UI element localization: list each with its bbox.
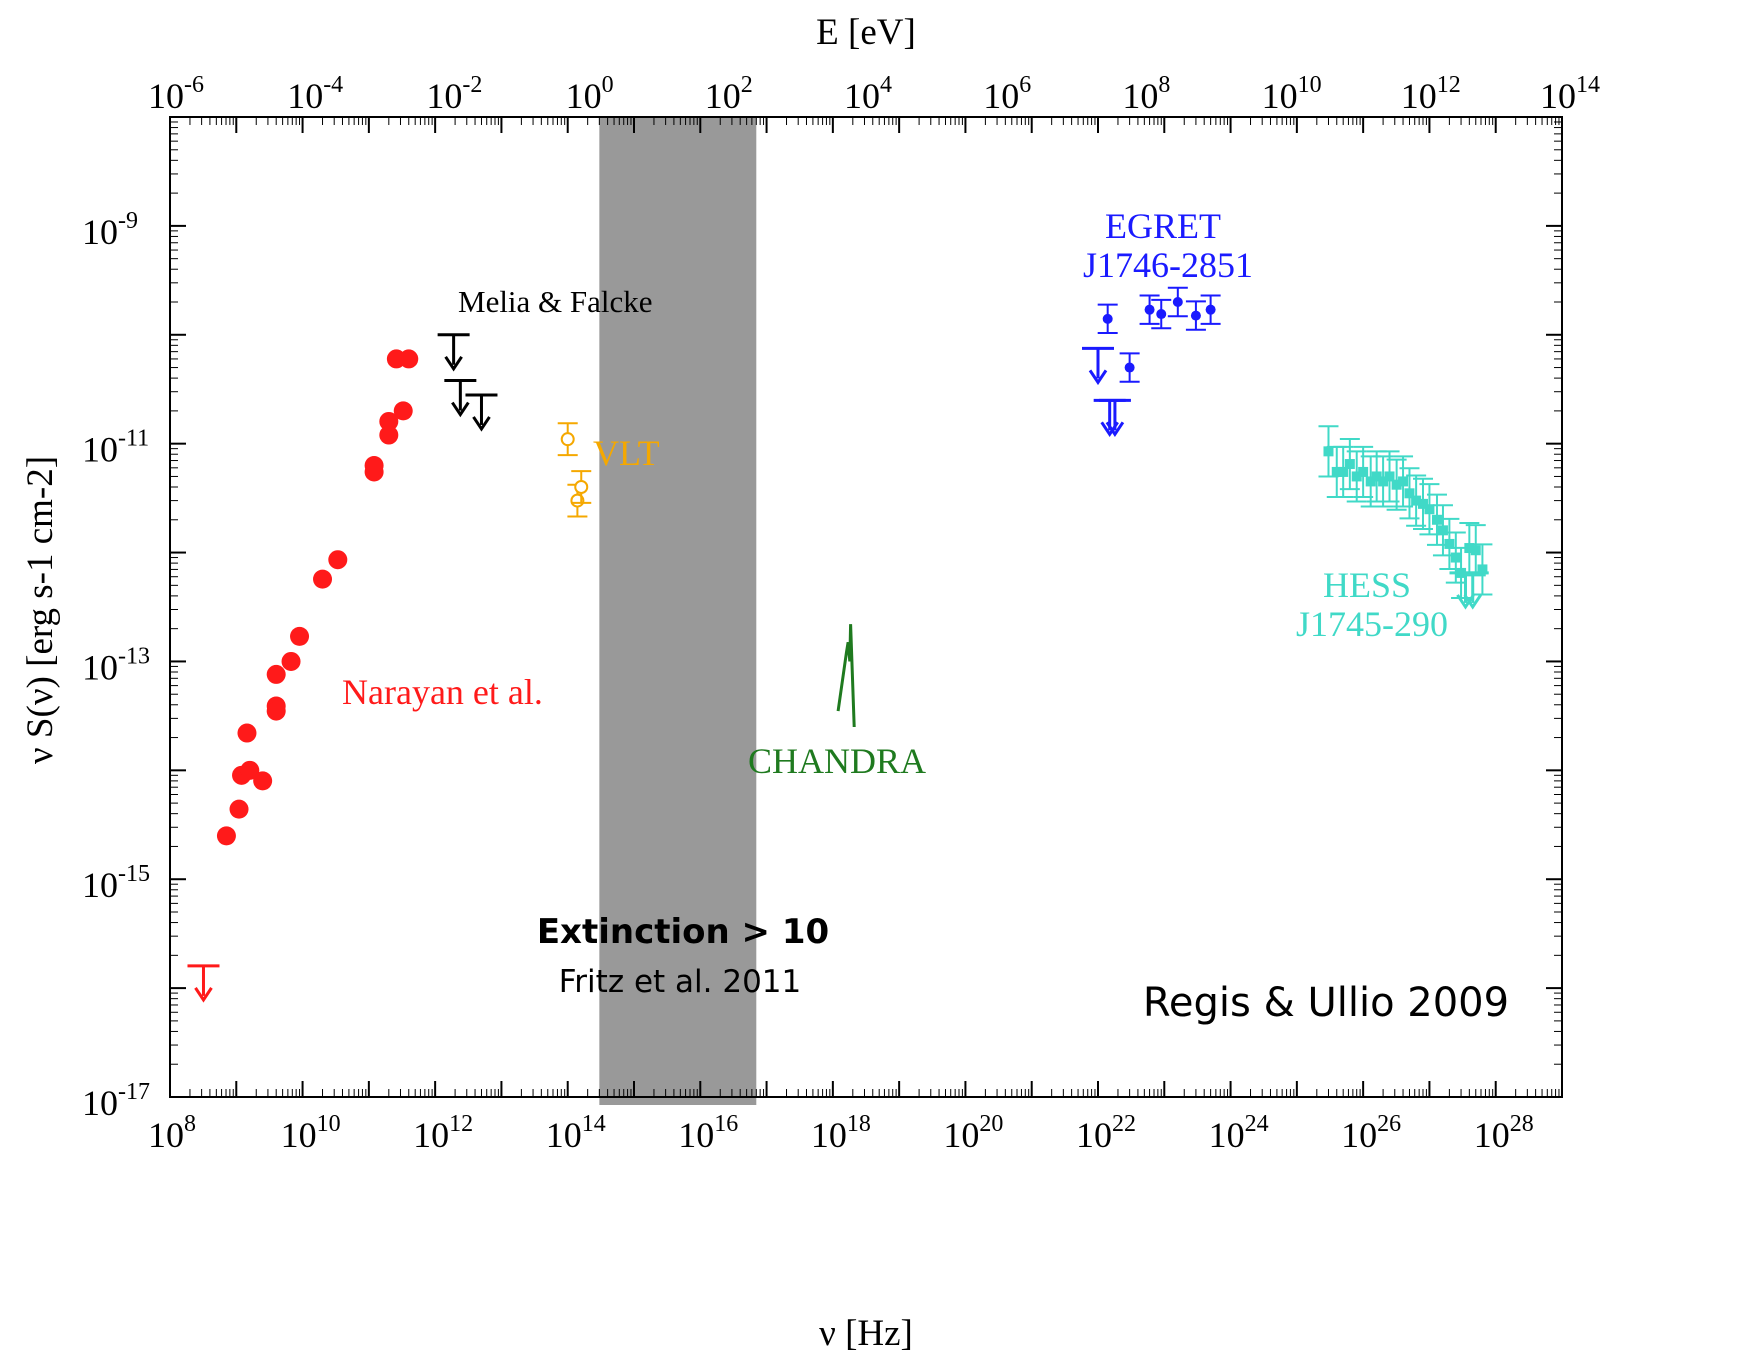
top-tick-label: 10-6 bbox=[148, 72, 204, 116]
narayan-et-al-upper-limit bbox=[187, 964, 220, 1003]
hess-point bbox=[1431, 514, 1442, 525]
hess-point bbox=[1470, 545, 1481, 556]
legend-sublabel-hess: J1745-290 bbox=[1296, 604, 1448, 644]
y-tick-label: 10-13 bbox=[82, 643, 150, 687]
narayan-et-al-point bbox=[379, 411, 399, 431]
vlt-point bbox=[560, 432, 575, 447]
egret-point bbox=[1205, 304, 1216, 315]
egret-point bbox=[1156, 309, 1167, 320]
narayan-et-al-point bbox=[393, 401, 413, 421]
hess-point bbox=[1371, 471, 1382, 482]
egret-upper-limit bbox=[1098, 398, 1131, 438]
narayan-et-al-point bbox=[313, 569, 333, 589]
hess-point bbox=[1391, 479, 1402, 490]
x-tick-label: 1010 bbox=[281, 1111, 341, 1155]
melia-falcke-upper-limit bbox=[437, 333, 470, 372]
upper-limit-arrow bbox=[451, 401, 470, 418]
hess-point bbox=[1418, 498, 1429, 509]
egret-point bbox=[1172, 296, 1183, 307]
legend-label-hess: HESS bbox=[1323, 565, 1411, 605]
hess-point bbox=[1338, 466, 1349, 477]
plot-frame bbox=[169, 116, 1563, 1098]
top-axis-label: E [eV] bbox=[816, 12, 916, 53]
legend-label-narayan: Narayan et al. bbox=[342, 672, 543, 712]
hess-point bbox=[1404, 488, 1415, 499]
hess-point bbox=[1424, 504, 1435, 515]
data-series bbox=[187, 286, 1493, 1003]
hess-point bbox=[1477, 564, 1488, 575]
hess-point bbox=[1444, 538, 1455, 549]
legend-label-egret: EGRET bbox=[1105, 206, 1221, 246]
upper-limit-arrow bbox=[1088, 369, 1108, 386]
legend-sublabel-egret: J1746-2851 bbox=[1083, 245, 1253, 285]
upper-limit-arrow bbox=[444, 355, 463, 372]
y-tick-label: 10-15 bbox=[82, 861, 150, 905]
extinction-band bbox=[599, 117, 757, 1105]
x-tick-label: 1012 bbox=[413, 1111, 473, 1155]
egret-point bbox=[1190, 310, 1201, 321]
upper-limit-arrow bbox=[1456, 594, 1475, 610]
narayan-et-al-point bbox=[240, 760, 260, 780]
narayan-et-al-point bbox=[253, 771, 273, 791]
extinction-citation: Fritz et al. 2011 bbox=[559, 964, 802, 1000]
hess-point bbox=[1365, 476, 1376, 487]
egret-point bbox=[1102, 313, 1113, 324]
narayan-et-al-point bbox=[290, 626, 310, 646]
narayan-et-al-point bbox=[216, 826, 236, 846]
top-tick-label: 1010 bbox=[1262, 72, 1322, 116]
hess-point bbox=[1437, 525, 1448, 536]
narayan-et-al-point bbox=[328, 550, 348, 570]
legend-label-melia-falcke: Melia & Falcke bbox=[458, 284, 653, 319]
narayan-et-al-point bbox=[364, 456, 384, 476]
narayan-et-al-point bbox=[237, 723, 257, 743]
hess-point bbox=[1358, 466, 1369, 477]
x-tick-label: 1028 bbox=[1474, 1111, 1534, 1155]
hess-point bbox=[1398, 476, 1409, 487]
hess-point bbox=[1464, 543, 1475, 554]
extinction-band-layer bbox=[599, 117, 757, 1105]
y-axis-label: ν S(ν) [erg s-1 cm-2] bbox=[20, 456, 61, 764]
hess-point bbox=[1351, 471, 1362, 482]
narayan-et-al-point bbox=[266, 664, 286, 684]
x-axis-label: ν [Hz] bbox=[819, 1313, 913, 1354]
hess-point bbox=[1331, 466, 1342, 477]
chandra-curve bbox=[836, 624, 856, 728]
narayan-et-al-point bbox=[281, 651, 301, 671]
upper-limit-arrow bbox=[1105, 421, 1125, 438]
upper-limit-arrow bbox=[1463, 594, 1482, 610]
y-tick-label: 10-11 bbox=[82, 426, 149, 470]
hess-point bbox=[1344, 459, 1355, 470]
extinction-label: Extinction > 10 bbox=[537, 912, 829, 952]
upper-limit-arrow bbox=[472, 416, 491, 432]
narayan-et-al-point bbox=[266, 701, 286, 721]
egret-point bbox=[1144, 304, 1155, 315]
narayan-et-al-point bbox=[229, 799, 249, 819]
narayan-et-al-point bbox=[379, 425, 399, 445]
narayan-et-al-point bbox=[399, 349, 419, 369]
egret-point bbox=[1124, 362, 1135, 373]
hess-upper-limit bbox=[1456, 571, 1489, 610]
egret-upper-limit bbox=[1082, 346, 1114, 386]
vlt-point bbox=[574, 479, 589, 494]
hess-point bbox=[1384, 471, 1395, 482]
hess-point bbox=[1411, 495, 1422, 506]
legend-label-vlt: VLT bbox=[593, 433, 660, 473]
legend-label-chandra: CHANDRA bbox=[748, 741, 926, 781]
x-tick-label: 1016 bbox=[678, 1111, 738, 1155]
upper-limit-arrow bbox=[194, 987, 213, 1003]
hess-point bbox=[1323, 446, 1334, 457]
melia-falcke-upper-limit bbox=[444, 379, 477, 418]
hess-point bbox=[1378, 476, 1389, 487]
melia-falcke-upper-limit bbox=[465, 393, 498, 432]
hess-point bbox=[1450, 552, 1461, 563]
credit-label: Regis & Ullio 2009 bbox=[1143, 980, 1509, 1026]
